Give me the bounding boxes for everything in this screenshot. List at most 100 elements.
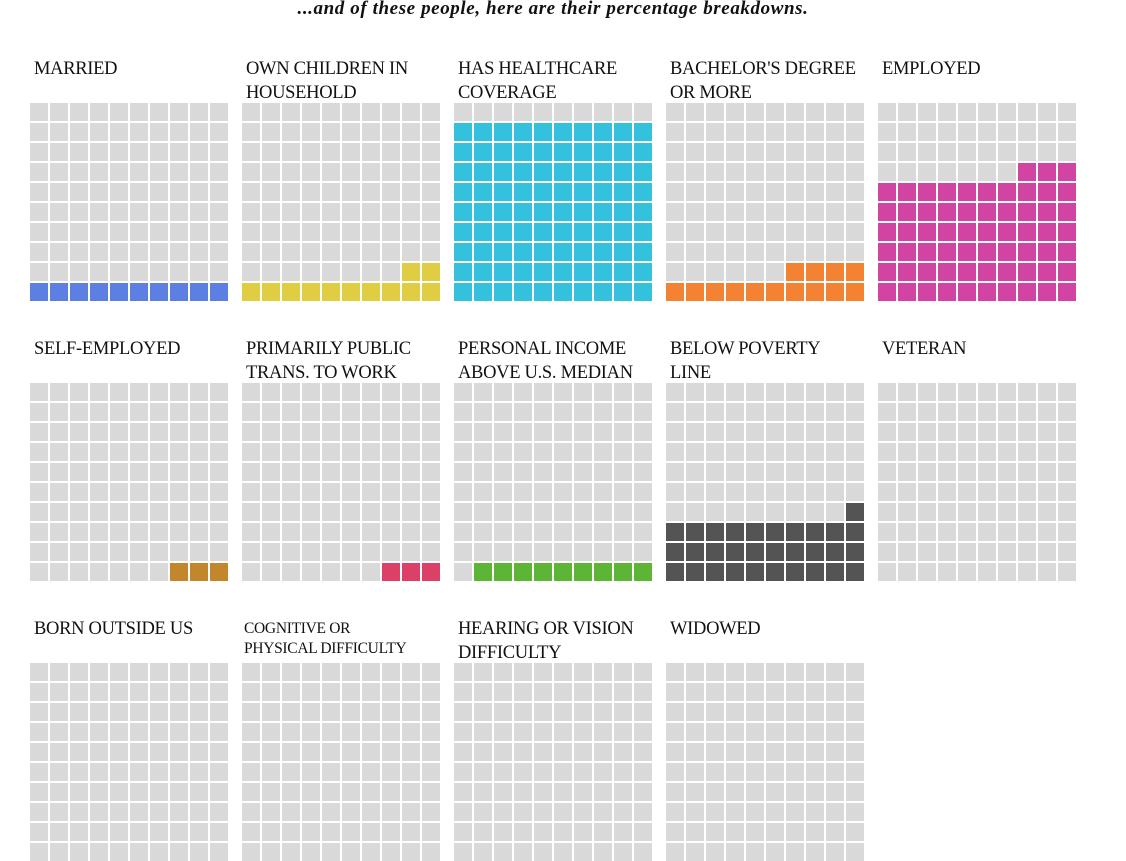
waffle-cell-filled — [826, 283, 844, 301]
waffle-cell-empty — [634, 743, 652, 761]
waffle-cell-empty — [746, 823, 764, 841]
waffle-cell-empty — [978, 123, 996, 141]
waffle-cell-filled — [766, 563, 784, 581]
waffle-cell-filled — [454, 203, 472, 221]
waffle-cell-empty — [554, 403, 572, 421]
waffle-cell-filled — [574, 163, 592, 181]
panel-label: BACHELOR'S DEGREE OR MORE — [670, 59, 856, 103]
waffle-cell-empty — [342, 183, 360, 201]
waffle-cell-empty — [242, 423, 260, 441]
waffle-cell-empty — [362, 383, 380, 401]
waffle-cell-empty — [282, 683, 300, 701]
waffle-cell-empty — [302, 443, 320, 461]
waffle-cell-empty — [786, 203, 804, 221]
waffle-cell-empty — [322, 123, 340, 141]
waffle-cell-empty — [474, 543, 492, 561]
waffle-cell-empty — [1058, 523, 1076, 541]
waffle-cell-empty — [302, 663, 320, 681]
waffle-cell-empty — [50, 543, 68, 561]
waffle-cell-empty — [806, 723, 824, 741]
waffle-cell-empty — [746, 763, 764, 781]
waffle-cell-empty — [534, 103, 552, 121]
waffle-cell-empty — [402, 383, 420, 401]
waffle-cell-empty — [878, 423, 896, 441]
waffle-cell-empty — [322, 443, 340, 461]
waffle-cell-empty — [918, 123, 936, 141]
waffle-cell-empty — [614, 383, 632, 401]
waffle-cell-empty — [594, 783, 612, 801]
waffle-cell-empty — [130, 703, 148, 721]
waffle-cell-empty — [474, 403, 492, 421]
waffle-cell-empty — [30, 383, 48, 401]
waffle-cell-filled — [494, 123, 512, 141]
waffle-cell-empty — [1038, 543, 1056, 561]
waffle-cell-empty — [918, 483, 936, 501]
waffle-cell-empty — [998, 103, 1016, 121]
waffle-cell-empty — [746, 803, 764, 821]
waffle-cell-empty — [70, 223, 88, 241]
waffle-cell-empty — [90, 503, 108, 521]
waffle-cell-empty — [554, 703, 572, 721]
waffle-cell-empty — [190, 823, 208, 841]
waffle-cell-empty — [242, 763, 260, 781]
waffle-cell-filled — [918, 183, 936, 201]
waffle-cell-empty — [614, 843, 632, 861]
waffle-cell-filled — [846, 283, 864, 301]
waffle-cell-empty — [210, 443, 228, 461]
waffle-cell-empty — [1058, 423, 1076, 441]
waffle-cell-empty — [242, 463, 260, 481]
waffle-cell-empty — [846, 203, 864, 221]
waffle-cell-empty — [786, 383, 804, 401]
waffle-cell-empty — [90, 523, 108, 541]
waffle-cell-empty — [958, 443, 976, 461]
waffle-cell-empty — [262, 183, 280, 201]
waffle-cell-empty — [726, 503, 744, 521]
waffle-cell-filled — [302, 283, 320, 301]
waffle-cell-empty — [1018, 543, 1036, 561]
waffle-cell-empty — [574, 823, 592, 841]
waffle-cell-empty — [706, 403, 724, 421]
waffle-cell-empty — [402, 843, 420, 861]
waffle-cell-empty — [402, 443, 420, 461]
waffle-cell-empty — [50, 383, 68, 401]
waffle-cell-empty — [826, 783, 844, 801]
waffle-cell-empty — [150, 223, 168, 241]
waffle-cell-empty — [878, 523, 896, 541]
waffle-cell-empty — [846, 663, 864, 681]
waffle-cell-empty — [70, 723, 88, 741]
waffle-cell-empty — [614, 443, 632, 461]
waffle-cell-filled — [938, 183, 956, 201]
waffle-cell-empty — [70, 843, 88, 861]
waffle-cell-empty — [786, 843, 804, 861]
waffle-cell-empty — [110, 543, 128, 561]
waffle-cell-empty — [342, 423, 360, 441]
waffle-cell-empty — [846, 843, 864, 861]
waffle-cell-empty — [90, 123, 108, 141]
waffle-cell-empty — [150, 103, 168, 121]
waffle-cell-empty — [70, 383, 88, 401]
waffle-cell-filled — [846, 503, 864, 521]
waffle-cell-empty — [1018, 503, 1036, 521]
waffle-cell-empty — [998, 403, 1016, 421]
waffle-cell-empty — [282, 783, 300, 801]
waffle-cell-filled — [474, 203, 492, 221]
waffle-cell-empty — [110, 723, 128, 741]
waffle-cell-empty — [50, 123, 68, 141]
waffle-cell-empty — [826, 763, 844, 781]
waffle-cell-empty — [362, 163, 380, 181]
waffle-cell-filled — [1038, 223, 1056, 241]
waffle-cell-filled — [998, 263, 1016, 281]
waffle-cell-empty — [474, 483, 492, 501]
waffle-cell-filled — [534, 123, 552, 141]
waffle-cell-empty — [190, 263, 208, 281]
waffle-cell-empty — [110, 823, 128, 841]
waffle-cell-empty — [422, 143, 440, 161]
waffle-cell-filled — [634, 163, 652, 181]
waffle-cell-empty — [170, 243, 188, 261]
waffle-cell-filled — [746, 523, 764, 541]
waffle-cell-empty — [190, 183, 208, 201]
waffle-cell-empty — [786, 463, 804, 481]
waffle-cell-empty — [1038, 403, 1056, 421]
waffle-cell-empty — [514, 403, 532, 421]
waffle-cell-empty — [362, 123, 380, 141]
